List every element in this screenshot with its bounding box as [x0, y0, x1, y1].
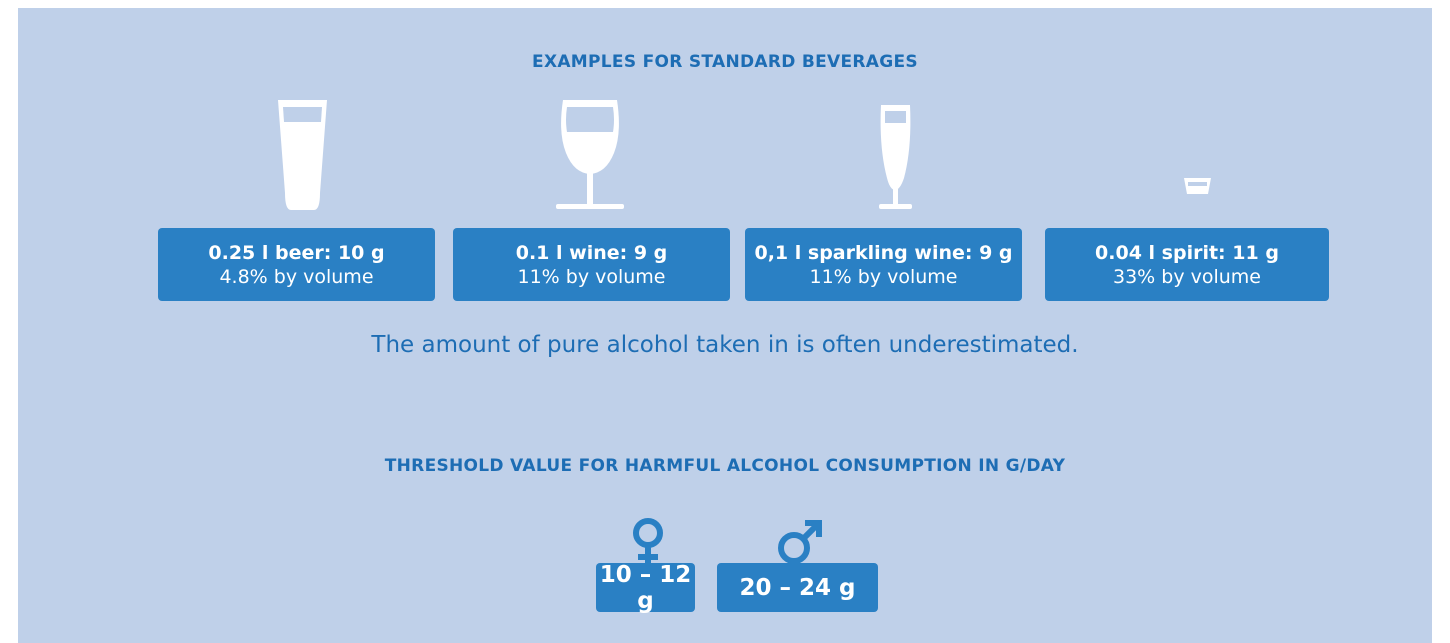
beverage-detail: 11% by volume [517, 265, 666, 288]
beverage-box: 0.04 l spirit: 11 g 33% by volume [1045, 228, 1329, 301]
beverage-detail: 11% by volume [809, 265, 958, 288]
beverage-label: 0.04 l spirit: 11 g [1095, 241, 1279, 264]
beverage-box: 0,1 l sparkling wine: 9 g 11% by volume [745, 228, 1022, 301]
panel: EXAMPLES FOR STANDARD BEVERAGES 0.25 l b… [18, 8, 1432, 643]
section-title: EXAMPLES FOR STANDARD BEVERAGES [532, 52, 918, 72]
wine-glass-icon [556, 100, 624, 209]
note: The amount of pure alcohol taken in is o… [371, 332, 1079, 358]
beverage-box: 0.25 l beer: 10 g 4.8% by volume [158, 228, 435, 301]
beer-glass-icon [278, 100, 327, 210]
beverage-label: 0.25 l beer: 10 g [208, 241, 385, 264]
flute-icon [879, 105, 912, 209]
male-threshold: 20 – 24 g [717, 563, 878, 612]
male-symbol [778, 520, 822, 564]
icons [278, 100, 1211, 568]
beverage-box: 0.1 l wine: 9 g 11% by volume [453, 228, 730, 301]
beverage-detail: 4.8% by volume [219, 265, 374, 288]
shot-glass-icon [1184, 178, 1211, 194]
beverage-label: 0.1 l wine: 9 g [515, 241, 668, 264]
beverage-label: 0,1 l sparkling wine: 9 g [754, 241, 1013, 264]
female-threshold: 10 – 12 g [596, 562, 695, 614]
beverage-detail: 33% by volume [1112, 265, 1261, 288]
section-title: THRESHOLD VALUE FOR HARMFUL ALCOHOL CONS… [384, 456, 1066, 476]
